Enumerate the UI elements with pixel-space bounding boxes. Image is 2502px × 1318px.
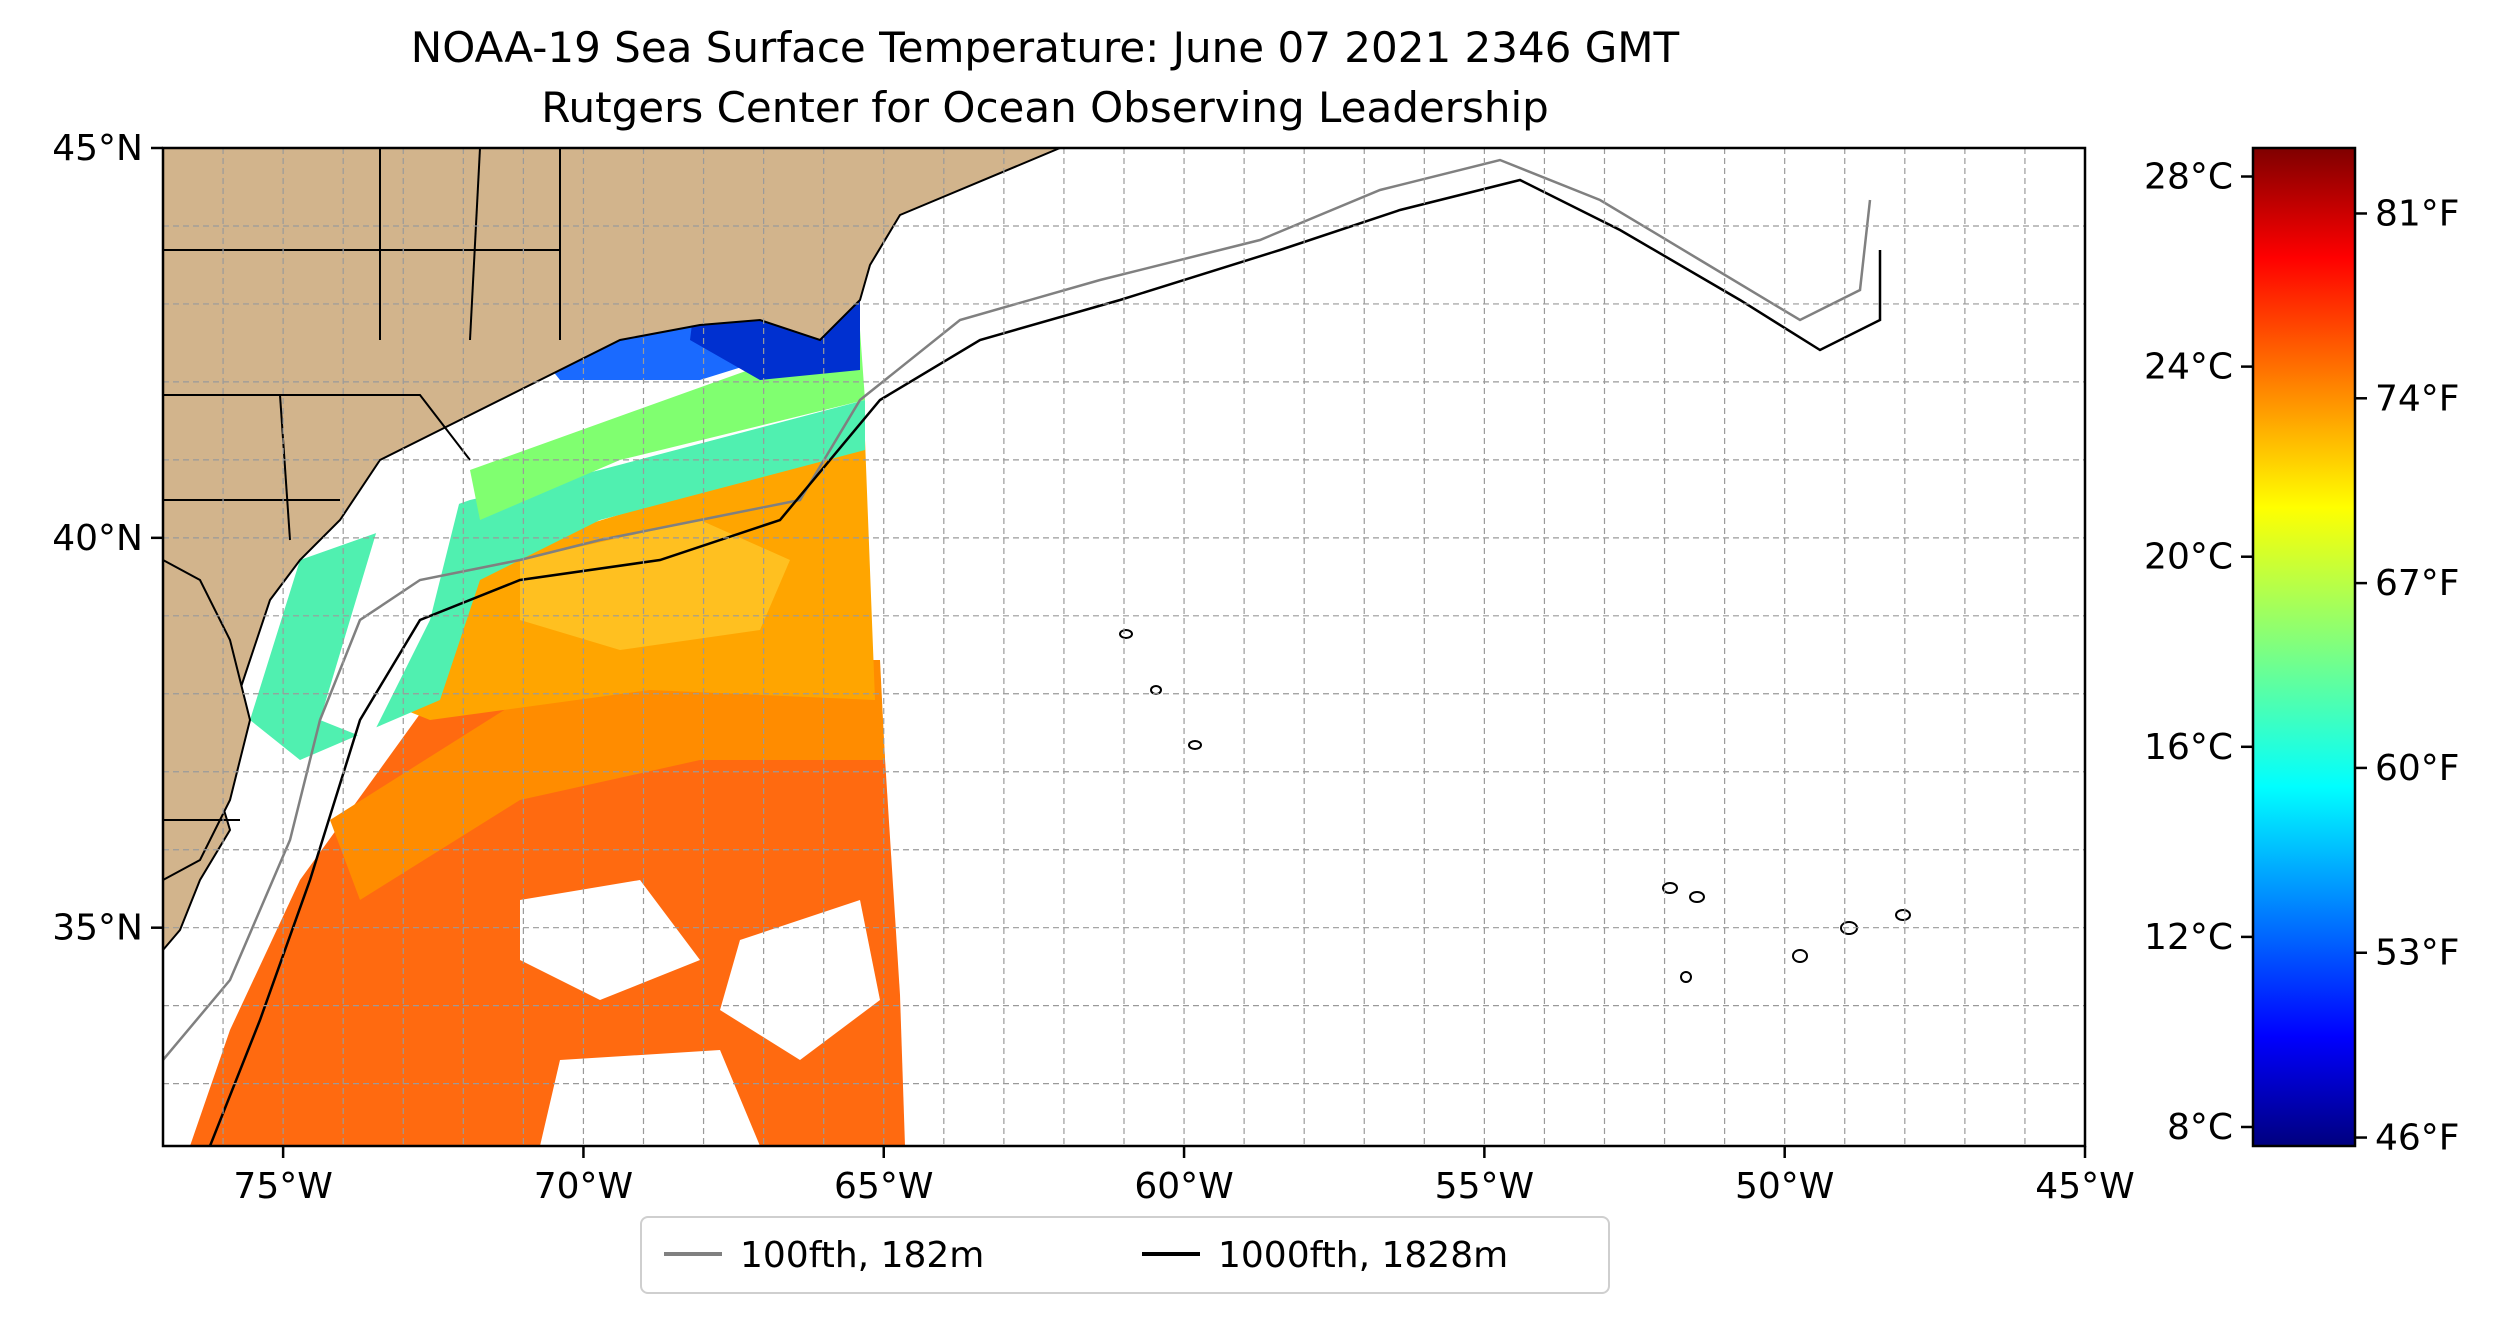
fahrenheit-tick-label: 60°F [2375,748,2460,789]
contour-100fth [163,158,1872,1061]
map-subtitle: Rutgers Center for Ocean Observing Leade… [541,83,1549,132]
legend-item-1000fth: 1000fth, 1828m [1142,1236,1508,1276]
legend: 100fth, 182m 1000fth, 1828m [640,1216,1610,1294]
fahrenheit-tick-label: 53°F [2375,933,2460,974]
legend-swatch-100fth [664,1252,722,1256]
legend-label-1000fth: 1000fth, 1828m [1218,1235,1509,1276]
x-tick-label: 50°W [1735,1166,1834,1207]
celsius-tick-label: 24°C [2144,347,2233,388]
x-tick-label: 45°W [2035,1166,2134,1207]
legend-swatch-1000fth [1142,1252,1200,1256]
x-tick-label: 65°W [834,1166,933,1207]
celsius-tick-label: 20°C [2144,537,2233,578]
colorbar-ticks: 28°C 24°C 20°C 16°C 12°C 8°C 81°F 74°F 67°F 60°F 5… [2144,157,2459,1159]
fahrenheit-tick-label: 46°F [2375,1118,2460,1159]
fahrenheit-tick-label: 81°F [2375,193,2460,234]
x-tick-label: 60°W [1134,1166,1233,1207]
x-tick-label: 70°W [534,1166,633,1207]
legend-item-100fth: 100fth, 182m [664,1236,984,1276]
y-tick-label: 40°N [52,518,143,559]
celsius-tick-label: 12°C [2144,917,2233,958]
y-axis: 45°N 40°N 35°N [52,128,163,949]
x-tick-label: 75°W [233,1166,332,1207]
y-tick-label: 35°N [52,908,143,949]
graticule-grid [163,148,2085,1146]
celsius-tick-label: 16°C [2144,727,2233,768]
x-axis: 75°W 70°W 65°W 60°W 55°W 50°W 45°W [233,1146,2135,1207]
land-areas [163,148,1061,952]
celsius-tick-label: 28°C [2144,157,2233,198]
seamount-outlines [1119,629,1911,983]
colorbar [2251,146,2357,1148]
x-tick-label: 55°W [1435,1166,1534,1207]
map-frame [161,146,2087,1148]
celsius-tick-label: 8°C [2167,1107,2233,1148]
y-tick-label: 45°N [52,128,143,169]
contour-1000fth [208,178,1882,1146]
map-title: NOAA-19 Sea Surface Temperature: June 07… [410,23,1680,72]
legend-label-100fth: 100fth, 182m [740,1235,985,1276]
fahrenheit-tick-label: 67°F [2375,563,2460,604]
fahrenheit-tick-label: 74°F [2375,378,2460,419]
